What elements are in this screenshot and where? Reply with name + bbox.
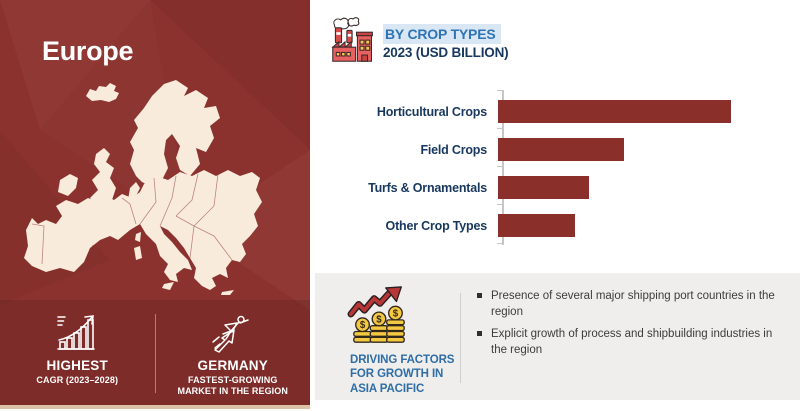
svg-text:$: $ [360, 320, 366, 331]
stat-heading: HIGHEST [46, 358, 108, 373]
chart-title: BY CROP TYPES [383, 24, 502, 44]
growth-chart-icon [54, 310, 100, 356]
bullet-square-icon [477, 331, 482, 337]
bar-label: Other Crop Types [385, 218, 488, 233]
stat-heading: GERMANY [197, 358, 268, 373]
chart-row: Field Crops [325, 138, 790, 161]
chart-row: Other Crop Types [325, 214, 790, 237]
coins-growth-icon: $ $ $ [347, 285, 411, 352]
bullet-text: Explicit growth of process and shipbuild… [491, 328, 773, 356]
chart-row: Turfs & Ornamentals [325, 176, 790, 199]
bullet-text: Presence of several major shipping port … [491, 290, 775, 318]
axis-tick [497, 128, 502, 129]
stat-subheading: FASTEST-GROWING MARKET IN THE REGION [177, 375, 288, 397]
chart-row: Horticultural Crops [325, 100, 790, 123]
axis-tick [497, 204, 502, 205]
driving-factors-panel: $ $ $ DRIVING FACTORS FOR GROWTH IN ASIA… [315, 273, 800, 400]
stat-subheading: CAGR (2023–2028) [36, 375, 119, 385]
axis-tick [497, 166, 502, 167]
svg-text:$: $ [393, 308, 399, 319]
chart-axis [502, 90, 504, 245]
driving-factors-label: DRIVING FACTORS FOR GROWTH IN ASIA PACIF… [350, 354, 455, 395]
stat-highest-cagr: HIGHEST CAGR (2023–2028) [0, 300, 155, 405]
bullet-item: Presence of several major shipping port … [477, 289, 787, 320]
bar-label: Horticultural Crops [376, 104, 487, 119]
stat-divider [154, 314, 156, 393]
chart-header: BY CROP TYPES 2023 (USD BILLION) [331, 16, 509, 66]
axis-tick [497, 90, 502, 91]
chart-subtitle: 2023 (USD BILLION) [383, 45, 509, 60]
europe-map [24, 80, 262, 295]
crop-types-bar-chart: Horticultural Crops Field Crops Turfs & … [325, 90, 790, 245]
bullet-item: Explicit growth of process and shipbuild… [477, 327, 787, 358]
bar-field-crops [497, 138, 624, 161]
bar-label: Field Crops [420, 142, 487, 157]
axis-tick [497, 243, 502, 244]
bar-other-crop-types [497, 214, 575, 237]
tan-strip [0, 405, 310, 409]
stat-band: HIGHEST CAGR (2023–2028) [0, 300, 310, 405]
bar-horticultural-crops [497, 100, 731, 123]
driving-factors-bullets: Presence of several major shipping port … [477, 289, 787, 365]
svg-text:$: $ [376, 314, 382, 325]
region-title: Europe [42, 36, 134, 66]
factory-icon [331, 17, 373, 62]
stat-germany-fastest: GERMANY FASTEST-GROWING MARKET IN THE RE… [156, 300, 311, 405]
europe-panel: Europe [0, 0, 310, 405]
bullet-square-icon [477, 293, 482, 298]
bar-turfs-ornamentals [497, 176, 589, 199]
flying-person-icon [210, 310, 256, 356]
panel-divider [460, 293, 461, 383]
bar-label: Turfs & Ornamentals [368, 180, 487, 195]
